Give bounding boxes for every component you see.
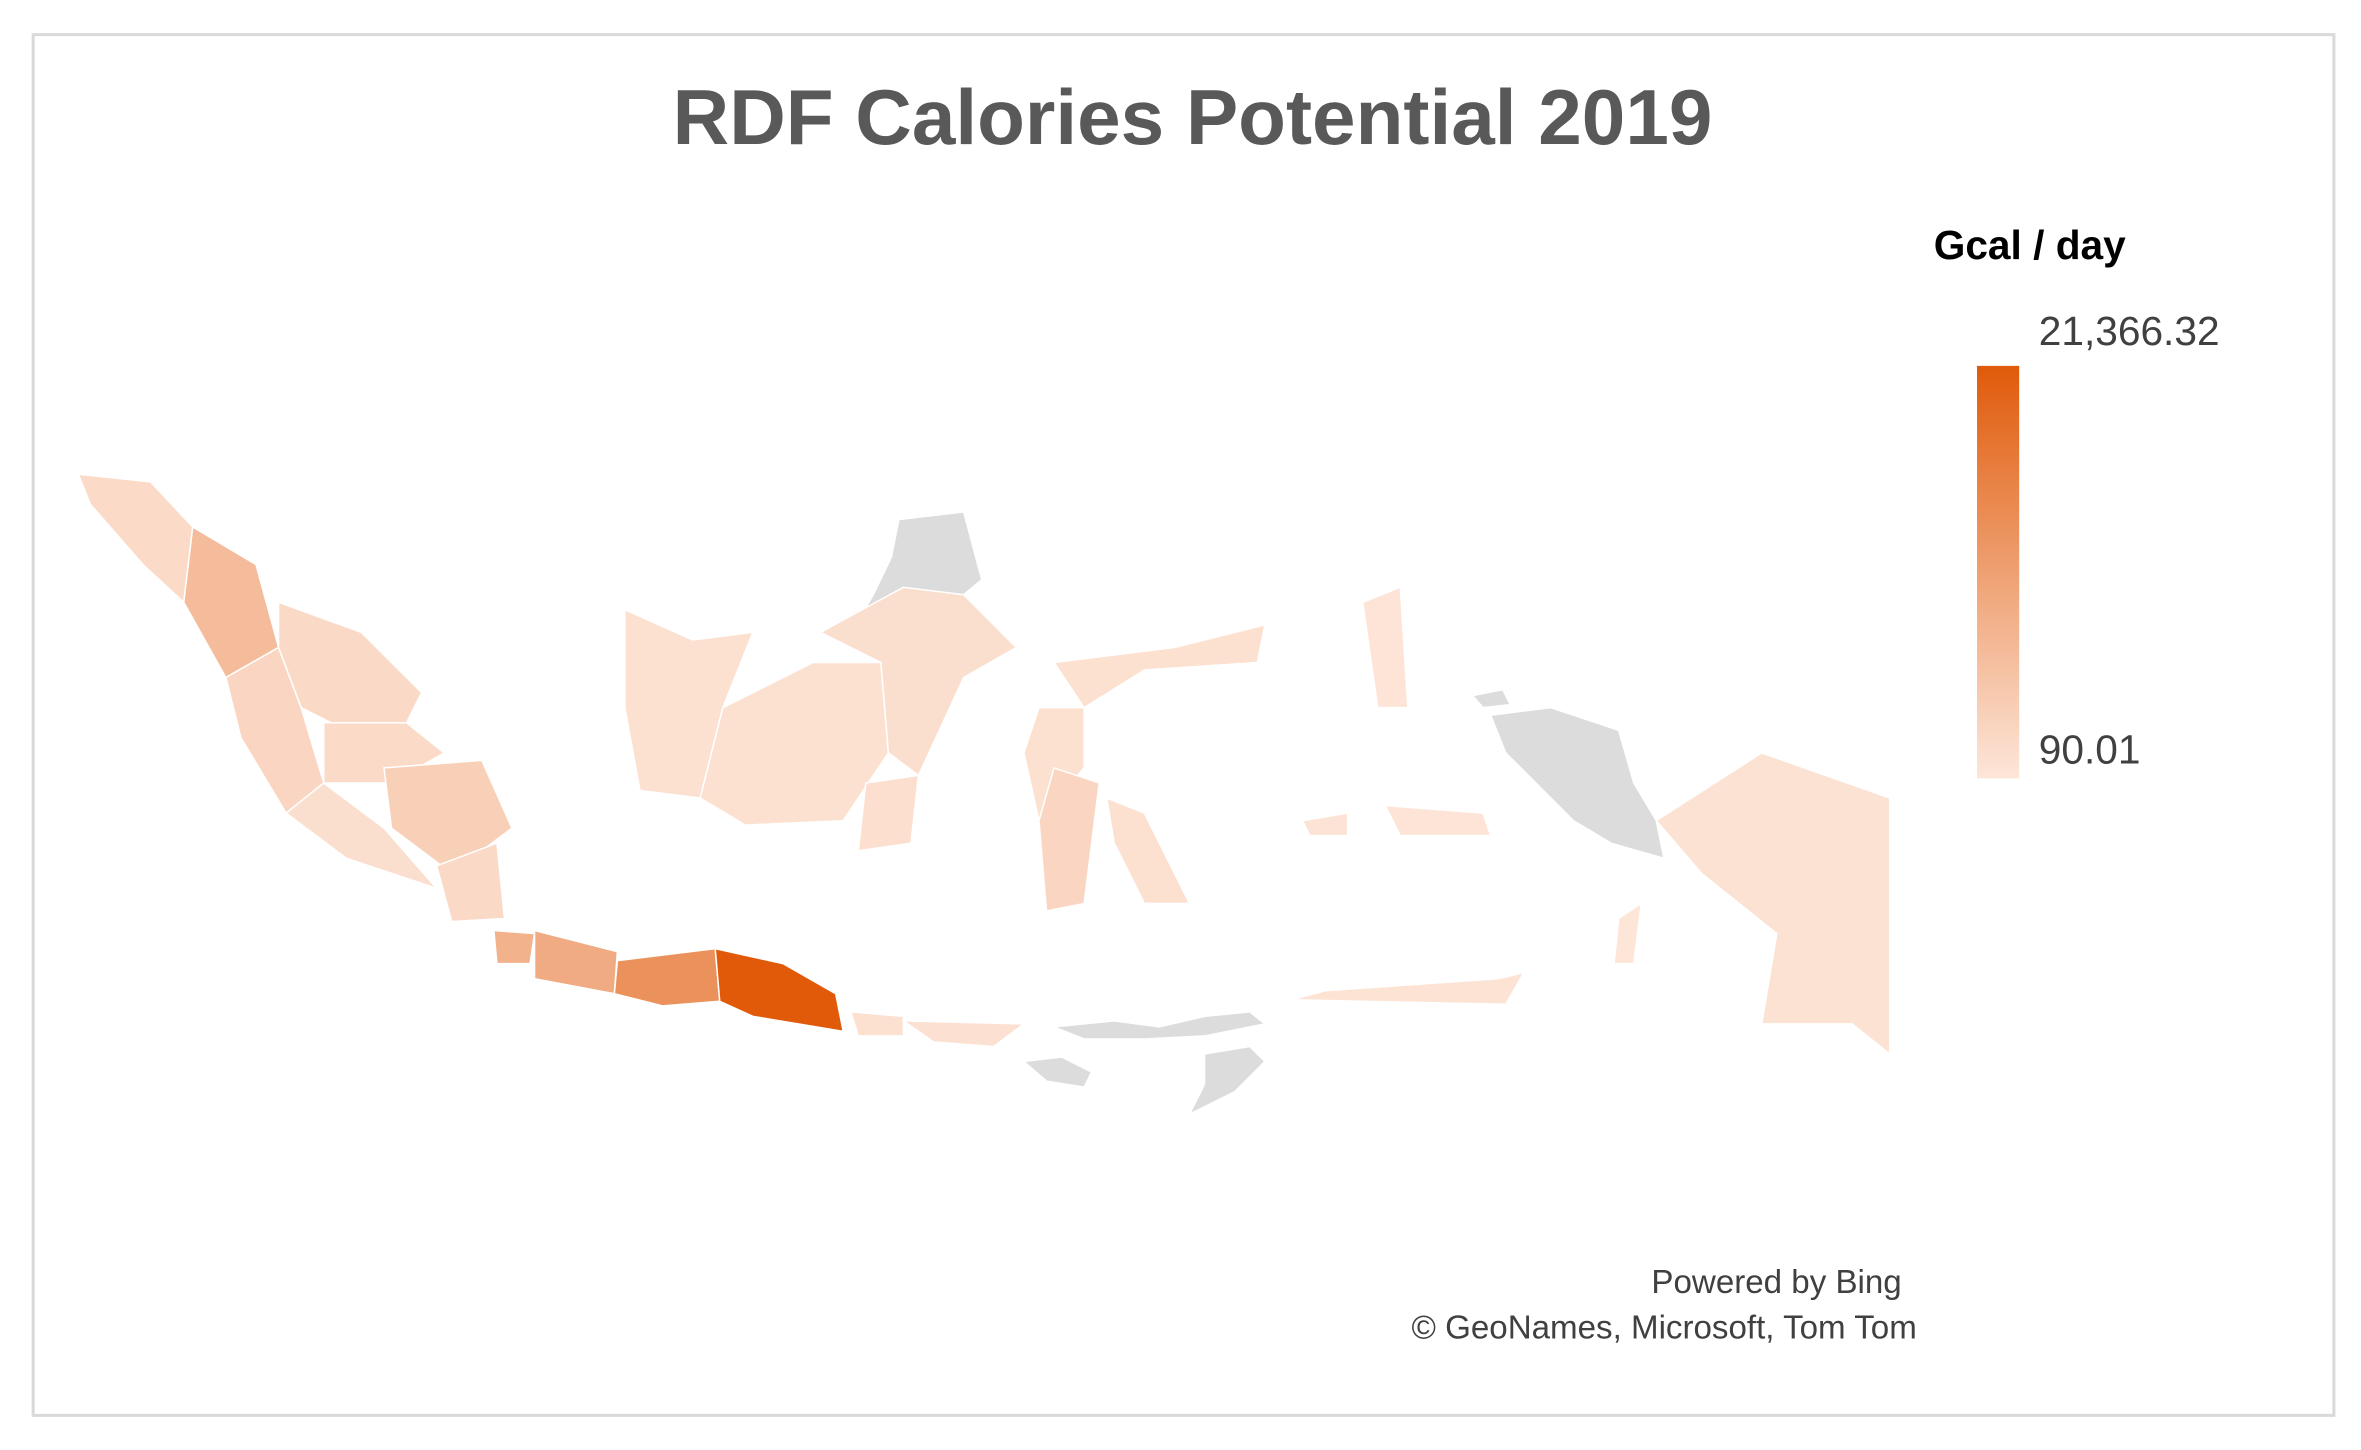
no-data-region	[1187, 1045, 1266, 1116]
region	[1361, 586, 1409, 709]
no-data-region	[1489, 706, 1665, 860]
regions	[77, 473, 1891, 1056]
legend: 90.01 21,366.32	[1977, 308, 2220, 779]
region	[1105, 796, 1191, 905]
no-data-region	[1053, 1011, 1267, 1040]
no-data-region	[1022, 1056, 1093, 1088]
region	[613, 947, 721, 1007]
attribution: Powered by Bing	[1651, 1264, 1901, 1301]
region	[1384, 804, 1492, 837]
legend-tick-label: 90.01	[2039, 727, 2141, 773]
legend-title: Gcal / day	[1934, 222, 2126, 268]
legend-gradient	[1977, 365, 2020, 779]
region	[1655, 752, 1891, 1056]
region	[714, 947, 845, 1033]
chart-frame	[31, 33, 2336, 1417]
region	[900, 1020, 1027, 1048]
no-data-region	[1471, 688, 1512, 709]
region	[435, 842, 506, 923]
region	[493, 929, 536, 965]
region	[284, 782, 440, 890]
chart-title: RDF Calories Potential 2019	[673, 73, 1713, 161]
region	[1291, 971, 1526, 1006]
region	[819, 586, 1018, 777]
region	[1038, 766, 1101, 912]
legend-tick-label: 21,366.32	[2039, 308, 2220, 354]
region	[849, 1010, 905, 1037]
attribution: © GeoNames, Microsoft, Tom Tom	[1412, 1309, 1917, 1346]
region	[1301, 812, 1349, 837]
region	[1613, 901, 1643, 965]
region	[857, 774, 920, 852]
